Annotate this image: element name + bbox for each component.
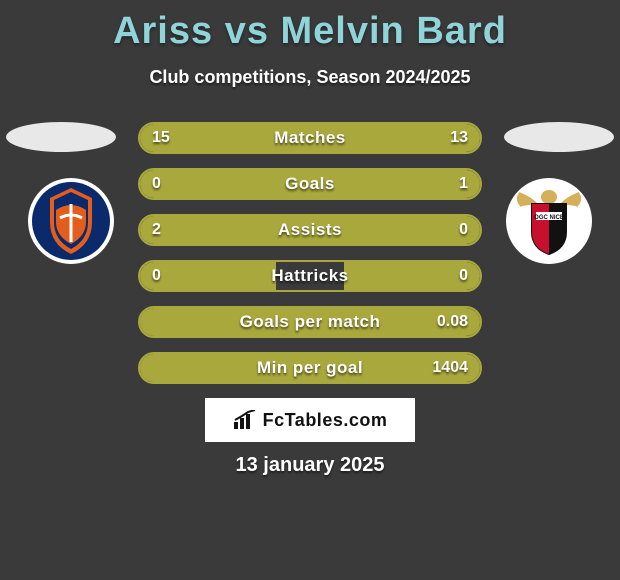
club-logo-left bbox=[28, 178, 114, 264]
branding-badge: FcTables.com bbox=[205, 398, 415, 442]
stats-rows: 1513Matches 01Goals 20Assists 00Hattricks 0.… bbox=[138, 122, 482, 398]
bars-icon bbox=[233, 410, 257, 430]
svg-text:OGC NICE: OGC NICE bbox=[534, 215, 564, 221]
stat-row: 0.08Goals per match bbox=[138, 306, 482, 338]
stat-row: 00Hattricks bbox=[138, 260, 482, 292]
stat-row: 1513Matches bbox=[138, 122, 482, 154]
club-logo-right: OGC NICE bbox=[506, 178, 592, 264]
branding-text: FcTables.com bbox=[263, 410, 388, 431]
player-silhouette-right bbox=[504, 122, 614, 152]
page-title: Ariss vs Melvin Bard bbox=[0, 0, 620, 53]
date-text: 13 january 2025 bbox=[0, 454, 620, 477]
stat-row: 20Assists bbox=[138, 214, 482, 246]
subtitle: Club competitions, Season 2024/2025 bbox=[0, 67, 620, 88]
stat-label: Min per goal bbox=[140, 354, 480, 382]
stat-label: Hattricks bbox=[140, 262, 480, 290]
player-silhouette-left bbox=[6, 122, 116, 152]
stat-row: 01Goals bbox=[138, 168, 482, 200]
shield-icon bbox=[32, 182, 110, 260]
stat-label: Assists bbox=[140, 216, 480, 244]
stat-label: Goals per match bbox=[140, 308, 480, 336]
stat-row: 1404Min per goal bbox=[138, 352, 482, 384]
stat-label: Goals bbox=[140, 170, 480, 198]
stat-label: Matches bbox=[140, 124, 480, 152]
eagle-shield-icon: OGC NICE bbox=[510, 182, 588, 260]
